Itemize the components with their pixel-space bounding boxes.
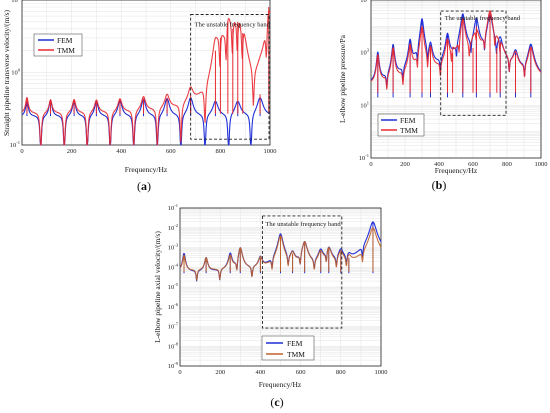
- x-tick-label: 0: [178, 369, 181, 376]
- x-tick-label: 1000: [375, 369, 388, 376]
- plot-area-c: [179, 207, 382, 367]
- series-line-tmm: [370, 10, 542, 90]
- xlabel-b: Frequency/Hz: [435, 166, 478, 175]
- legend-b: FEM TMM: [377, 113, 425, 137]
- x-tick-label: 1000: [535, 161, 548, 168]
- x-tick-label: 400: [116, 148, 126, 155]
- x-tick-label: 400: [256, 369, 266, 376]
- y-tick-label: 10-3: [168, 243, 179, 252]
- y-tick-label: 101: [360, 100, 369, 109]
- y-tick-label: 100: [11, 68, 21, 77]
- series-line-tmm: [21, 10, 271, 146]
- y-tick-label: 10-1: [10, 140, 20, 149]
- series-a: [21, 7, 271, 146]
- y-tick-label: 10-4: [168, 262, 179, 271]
- x-tick-label: 200: [67, 148, 77, 155]
- xlabel-c: Frequency/Hz: [259, 380, 302, 389]
- ticks-b: 0 200 400 600 800 1000 10-1 101 103 105: [359, 0, 548, 168]
- series-c: [179, 221, 382, 282]
- legend-c: FEM TMM: [261, 335, 315, 361]
- plot-area-a: [21, 0, 271, 146]
- x-tick-label: 600: [296, 369, 306, 376]
- unstable-band-box-c: [261, 215, 343, 329]
- band-label-b: The unstable frequency band: [445, 15, 521, 22]
- ticks-c: 0 200 400 600 800 1000 10-9 10-8 10-7 10-6 10-5 10-…: [168, 203, 388, 376]
- ylabel-b: L-elbow pipeline pressure/Pa: [338, 34, 347, 123]
- y-tick-label: 10-2: [168, 223, 178, 232]
- unstable-band-box-b: [440, 10, 507, 116]
- legend-label-tmm-a: TMM: [57, 46, 75, 55]
- x-tick-label: 1000: [264, 148, 277, 155]
- x-tick-label: 400: [434, 161, 444, 168]
- panel-label-a: (a): [137, 179, 151, 193]
- y-tick-label: 10-6: [168, 302, 179, 311]
- x-tick-label: 200: [400, 161, 410, 168]
- band-label-c: The unstable frequency band: [265, 221, 341, 228]
- x-tick-label: 200: [215, 369, 225, 376]
- y-tick-label: 10-5: [168, 282, 179, 291]
- x-tick-label: 0: [369, 161, 372, 168]
- y-tick-label: 10-1: [359, 153, 369, 162]
- panel-a: 0 200 400 600 800 1000 10-1 100 101 The unstable…: [2, 0, 277, 193]
- panel-c: 0 200 400 600 800 1000 10-9 10-8 10-7 10-6 10-5 10-…: [153, 203, 388, 409]
- y-tick-label: 105: [360, 0, 370, 4]
- ylabel-c: L-elbow pipeline axial velocity/(m/s): [153, 231, 162, 343]
- legend-box-c: [261, 335, 315, 361]
- unstable-band-box-a: [190, 14, 270, 140]
- legend-label-fem-b: FEM: [400, 116, 416, 125]
- y-tick-label: 10-1: [168, 203, 178, 212]
- legend-label-fem-a: FEM: [57, 36, 73, 45]
- x-tick-label: 800: [336, 369, 346, 376]
- legend-label-fem-c: FEM: [287, 339, 303, 348]
- ticks-a: 0 200 400 600 800 1000 10-1 100 101: [10, 0, 277, 155]
- panel-b: 0 200 400 600 800 1000 10-1 101 103 105 The unsta…: [338, 0, 548, 192]
- y-tick-label: 101: [11, 0, 20, 4]
- y-tick-label: 10-8: [168, 341, 179, 350]
- x-tick-label: 800: [502, 161, 512, 168]
- panel-label-b: (b): [432, 178, 447, 192]
- x-tick-label: 0: [20, 148, 23, 155]
- y-tick-label: 10-7: [168, 322, 179, 331]
- x-tick-label: 600: [166, 148, 176, 155]
- y-tick-label: 10-9: [168, 361, 179, 370]
- legend-label-tmm-b: TMM: [400, 126, 418, 135]
- x-tick-label: 600: [468, 161, 478, 168]
- legend-label-tmm-c: TMM: [287, 350, 305, 359]
- ylabel-a: Straight pipeline transverse velocity/(m…: [2, 9, 11, 136]
- x-tick-label: 800: [216, 148, 226, 155]
- xlabel-a: Frequency/Hz: [125, 165, 168, 174]
- band-label-a: The unstable frequency band: [195, 22, 271, 29]
- plot-area-b: [370, 0, 542, 159]
- y-tick-label: 103: [360, 48, 370, 57]
- legend-a: FEM TMM: [33, 33, 83, 57]
- series-b: [370, 10, 542, 98]
- panel-label-c: (c): [270, 395, 283, 409]
